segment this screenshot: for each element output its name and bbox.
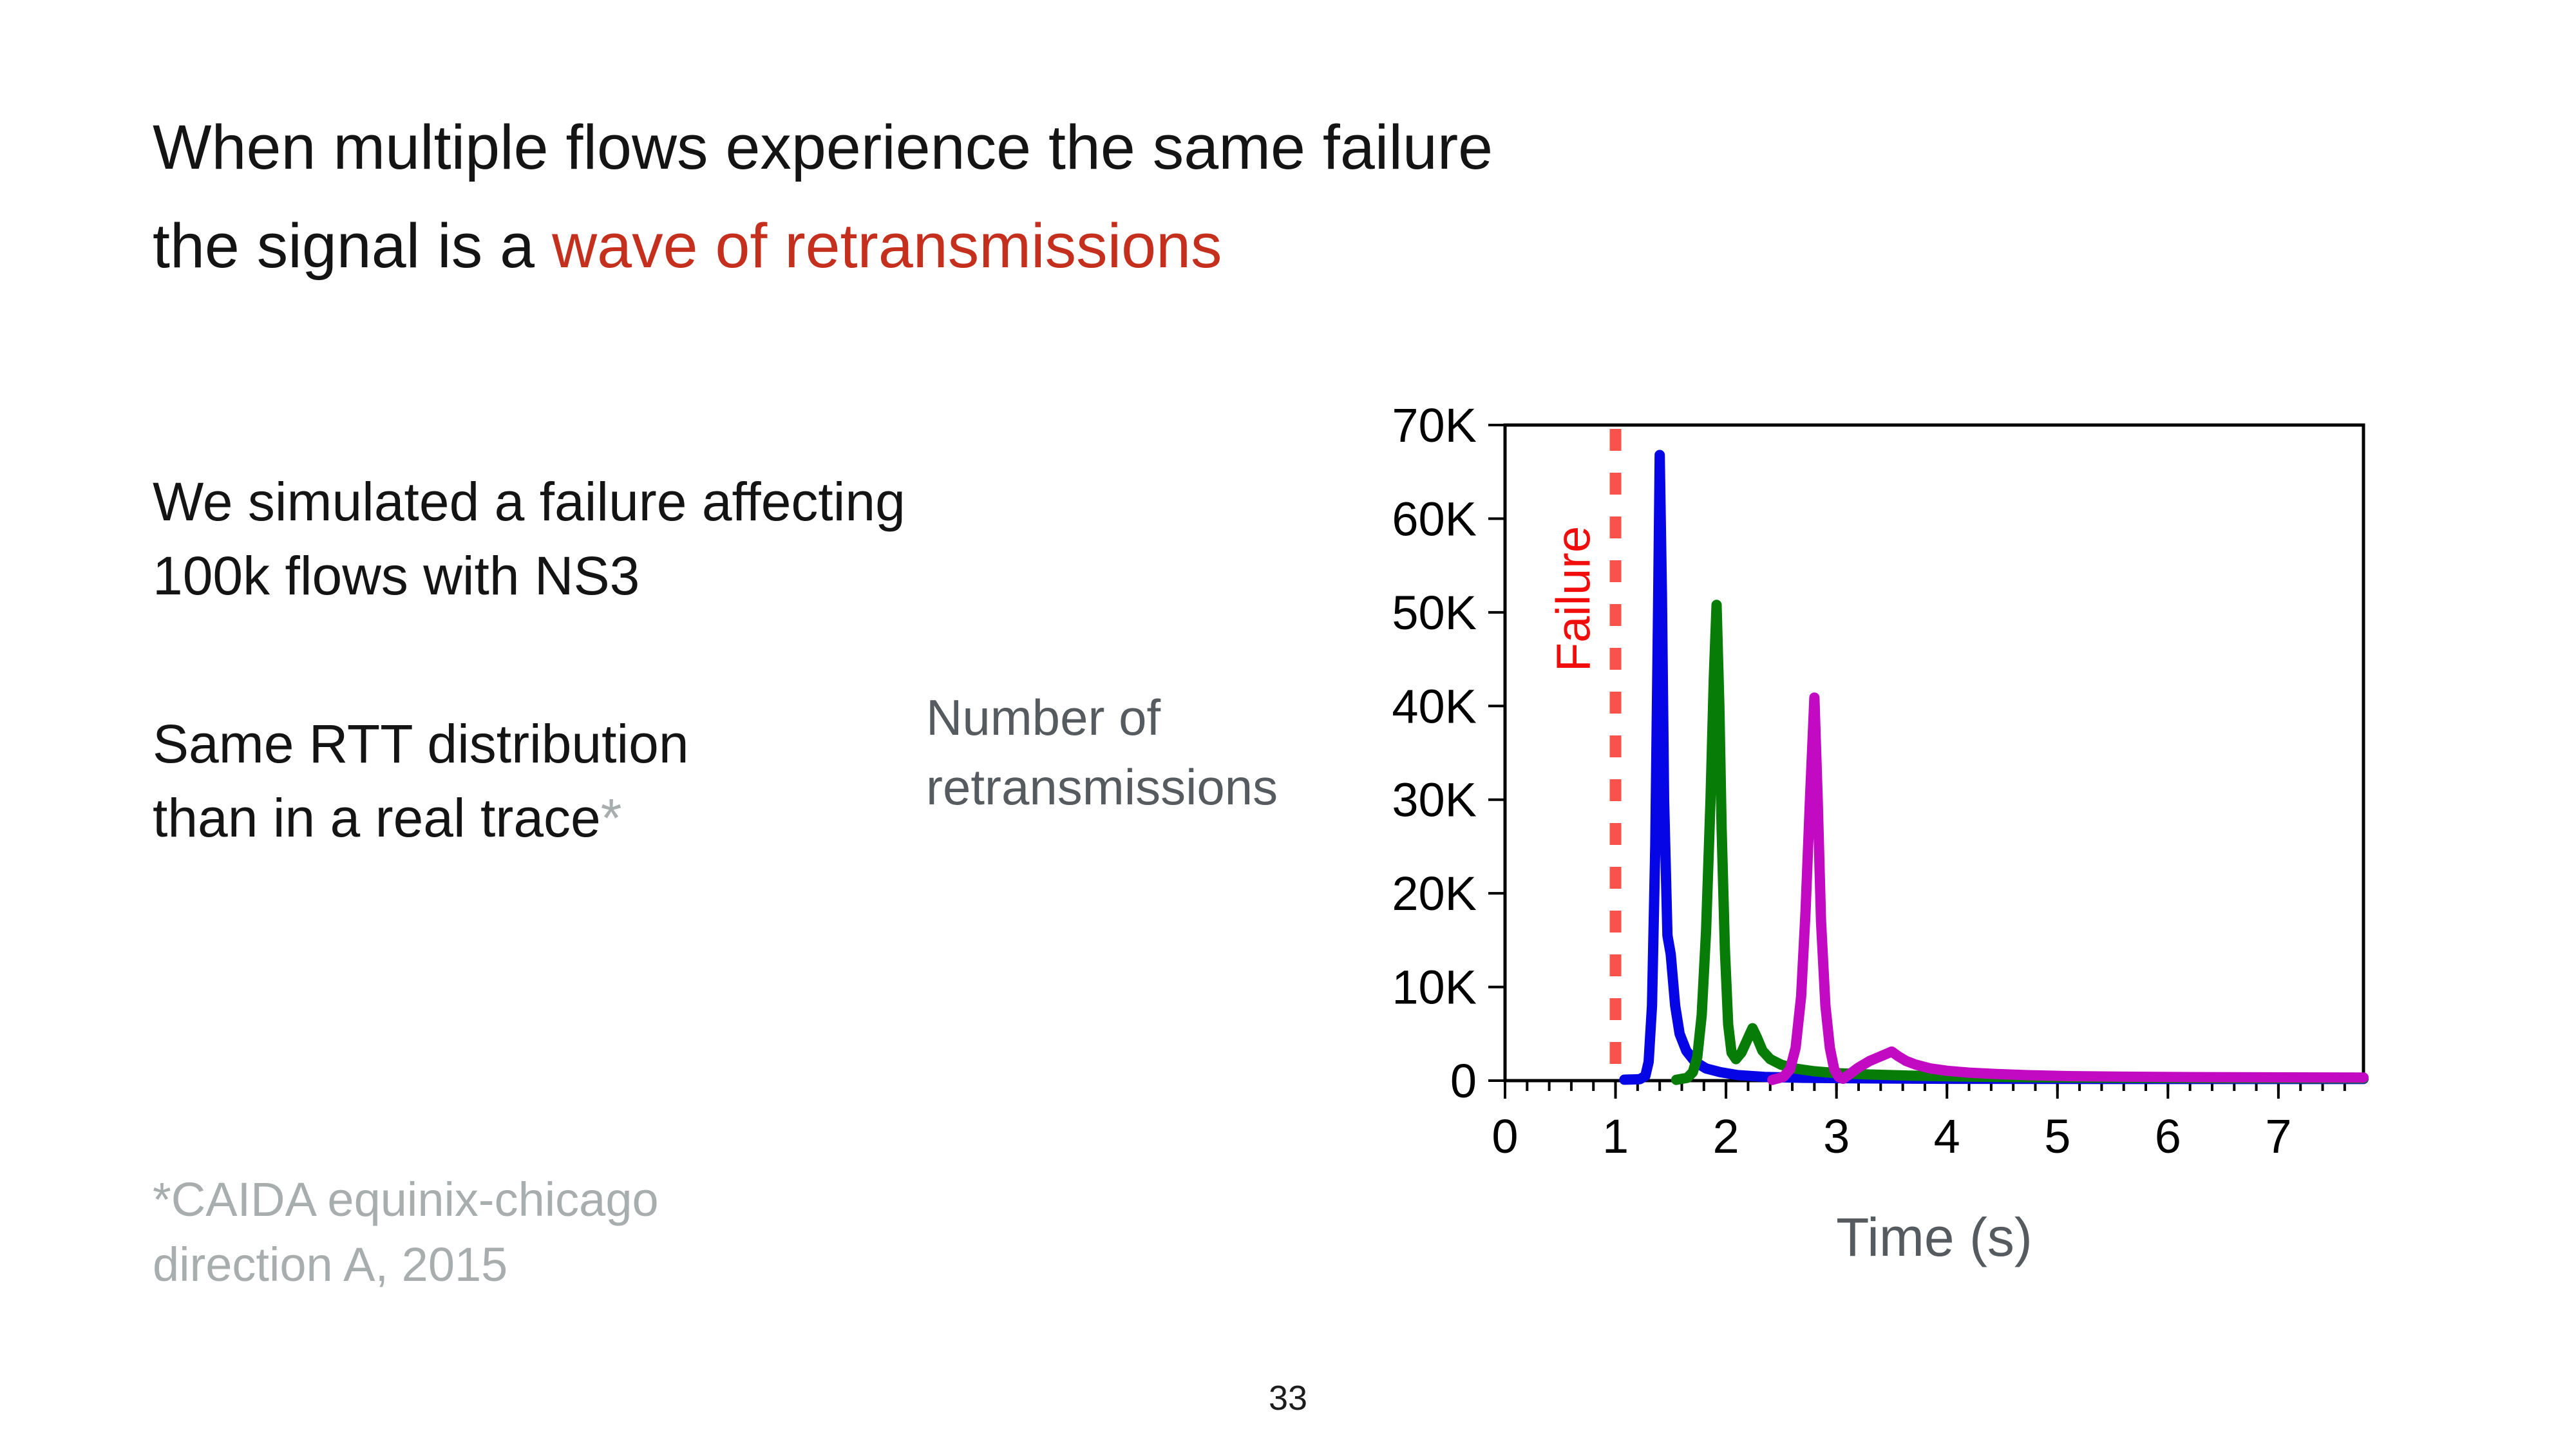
- title-line-2-prefix: the signal is a: [153, 211, 553, 281]
- title-line-1: When multiple flows experience the same …: [153, 112, 1493, 182]
- body-text-rtt: Same RTT distribution than in a real tra…: [153, 707, 689, 855]
- footnote-line-2: direction A, 2015: [153, 1238, 508, 1291]
- y-axis-tick-label: 20K: [1392, 867, 1477, 920]
- body-text-simulation-line-1: We simulated a failure affecting: [153, 471, 905, 532]
- page-number: 33: [1268, 1379, 1308, 1417]
- y-axis-tick-label: 40K: [1392, 679, 1477, 733]
- title-line-2: the signal is a wave of retransmissions: [153, 196, 1493, 295]
- x-axis-tick-label: 4: [1934, 1110, 1960, 1163]
- x-axis-tick-label: 3: [1823, 1110, 1850, 1163]
- body-text-simulation: We simulated a failure affecting 100k fl…: [153, 465, 905, 613]
- failure-marker-label: Failure: [1547, 526, 1600, 672]
- y-axis-tick-label: 30K: [1392, 773, 1477, 827]
- series-wave-2-green: [1671, 600, 2369, 1085]
- footnote-asterisk: *: [600, 788, 622, 848]
- y-axis-tick-label: 50K: [1392, 586, 1477, 639]
- y-axis-tick-label: 70K: [1392, 399, 1477, 452]
- x-axis-tick-label: 0: [1492, 1110, 1518, 1163]
- chart-y-axis-label-line-2: retransmissions: [926, 759, 1278, 815]
- retransmissions-chart: 0 10K 20K 30K 40K 50K 60K 70K 0 1 2 3 4 5 6 7 Failure Tim…: [1392, 399, 2369, 1267]
- x-axis-tick-label: 5: [2044, 1110, 2070, 1163]
- slide-title: When multiple flows experience the same …: [153, 98, 1493, 295]
- body-text-simulation-line-2: 100k flows with NS3: [153, 545, 640, 606]
- y-axis-tick-label: 10K: [1392, 961, 1477, 1014]
- y-axis-tick-label: 0: [1450, 1054, 1477, 1108]
- x-axis-tick-label: 7: [2265, 1110, 2291, 1163]
- x-axis-tick-label: 1: [1602, 1110, 1629, 1163]
- title-line-2-highlight: wave of retransmissions: [552, 211, 1222, 281]
- chart-y-axis-label-line-1: Number of: [926, 689, 1161, 746]
- x-axis-tick-label: 2: [1713, 1110, 1739, 1163]
- series-wave-3-magenta: [1767, 692, 2369, 1085]
- body-text-rtt-line-2: than in a real trace*: [153, 781, 689, 855]
- footnote: *CAIDA equinix-chicago direction A, 2015: [153, 1167, 659, 1297]
- footnote-line-1: *CAIDA equinix-chicago: [153, 1173, 659, 1226]
- body-text-rtt-line-1: Same RTT distribution: [153, 714, 689, 774]
- y-axis-tick-label: 60K: [1392, 492, 1477, 545]
- x-axis-title: Time (s): [1836, 1207, 2032, 1267]
- body-text-rtt-line-2-text: than in a real trace: [153, 788, 601, 848]
- series-wave-1-blue: [1619, 450, 2369, 1085]
- plot-border: [1503, 423, 2365, 1083]
- chart-y-axis-label: Number of retransmissions: [926, 683, 1278, 822]
- x-axis-tick-label: 6: [2155, 1110, 2181, 1163]
